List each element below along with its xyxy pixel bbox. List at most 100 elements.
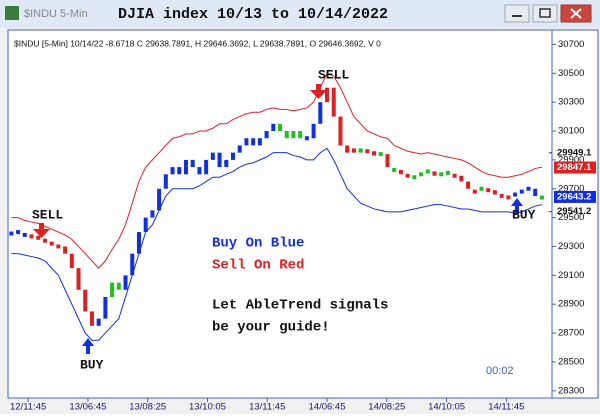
price-bar (318, 102, 323, 124)
price-bar (204, 159, 209, 175)
minimize-button[interactable] (504, 4, 530, 23)
sell-arrow (310, 84, 327, 99)
price-bar (264, 131, 269, 139)
price-bar (9, 231, 14, 236)
price-bar (479, 186, 484, 191)
y-tick-label: 30300 (558, 97, 584, 108)
price-bar (284, 131, 289, 139)
price-bar (466, 181, 471, 189)
x-tick-label: 14/10:05 (428, 402, 465, 413)
price-bar (278, 123, 282, 132)
price-bar (257, 138, 262, 146)
price-bar (291, 131, 296, 139)
x-tick-label: 14/11:45 (488, 402, 524, 413)
annotation: SELL (32, 207, 63, 222)
price-bar (96, 318, 101, 326)
price-bar (103, 296, 108, 319)
price-bar (372, 151, 377, 156)
upper-band (11, 72, 543, 269)
y-tick-label: 28900 (558, 299, 584, 310)
price-bar (419, 172, 424, 177)
annotation: BUY (80, 357, 104, 372)
price-bar (136, 232, 141, 254)
price-bar (177, 167, 182, 175)
price-bar (506, 195, 511, 200)
price-bar (251, 138, 256, 146)
annotation: 00:02 (486, 365, 514, 377)
price-bar (405, 173, 410, 178)
price-marker-label: 29847.1 (557, 162, 592, 173)
price-bar (519, 189, 524, 194)
price-bar (425, 169, 430, 174)
price-bar (42, 238, 47, 243)
price-bar (378, 152, 383, 157)
y-tick-label: 30500 (558, 68, 584, 79)
price-bar (452, 173, 457, 178)
buy-arrow (82, 338, 94, 354)
price-bar (311, 123, 316, 139)
annotation: BUY (512, 207, 536, 222)
x-tick-label: 13/08:25 (129, 402, 166, 413)
price-bar (331, 87, 336, 117)
price-bar (83, 289, 88, 312)
price-bar (365, 149, 370, 154)
annotation: Let AbleTrend signals (212, 298, 388, 314)
price-bar (89, 311, 94, 326)
y-tick-label: 29300 (558, 241, 584, 252)
price-bar (392, 167, 397, 172)
price-bar (499, 193, 504, 198)
price-bar (325, 87, 330, 103)
x-tick-label: 13/10:05 (189, 402, 226, 413)
price-bar (36, 235, 41, 240)
x-tick-label: 13/06:45 (69, 402, 106, 413)
price-bar (385, 154, 390, 168)
window-label: $INDU 5-Min (24, 8, 88, 20)
y-tick-label: 29100 (558, 270, 584, 281)
annotation: Buy On Blue (212, 236, 304, 252)
price-bar (130, 253, 135, 276)
price-bar (123, 275, 128, 290)
price-marker-label: 29541.2 (557, 206, 591, 217)
price-bar (539, 195, 544, 200)
price-bar (217, 152, 222, 168)
price-bar (412, 175, 417, 180)
maximize-button[interactable] (532, 4, 558, 23)
x-tick-label: 13/11:45 (249, 402, 285, 413)
price-bar (76, 268, 81, 290)
price-bar (190, 159, 195, 168)
x-tick-label: 14/08:25 (368, 402, 405, 413)
price-bar (210, 152, 215, 160)
price-bar (398, 169, 403, 175)
price-bar (472, 189, 477, 194)
price-bar (49, 241, 54, 246)
buy-arrow (511, 198, 523, 214)
info-line: $INDU [5-Min] 10/14/22 -8.6718 C 29638.7… (14, 38, 381, 48)
y-tick-label: 29500 (558, 212, 584, 223)
price-bar (16, 230, 21, 235)
price-bar (492, 190, 497, 195)
y-tick-label: 28700 (558, 328, 584, 339)
price-marker-label: 29949.1 (557, 147, 592, 158)
price-bar (230, 152, 235, 160)
y-tick-label: 29900 (558, 154, 584, 165)
price-bar (459, 175, 464, 182)
price-bar (244, 138, 249, 146)
y-tick-label: 28500 (558, 356, 584, 367)
price-bar (351, 148, 356, 153)
annotation: SELL (318, 67, 349, 82)
price-bar (22, 232, 27, 237)
price-bar (445, 170, 450, 175)
price-marker-box (554, 161, 596, 174)
price-bar (298, 131, 303, 139)
x-tick-label: 12/11:45 (10, 402, 46, 413)
price-bar (304, 136, 309, 141)
price-bar (358, 148, 363, 153)
y-tick-label: 28300 (558, 385, 584, 396)
price-marker-label: 29643.2 (557, 191, 591, 202)
app-icon (5, 6, 19, 20)
price-bar (163, 174, 168, 189)
sell-arrow (33, 223, 50, 238)
title-bar (0, 0, 600, 28)
lower-band (11, 147, 543, 341)
y-tick-label: 30700 (558, 39, 584, 50)
